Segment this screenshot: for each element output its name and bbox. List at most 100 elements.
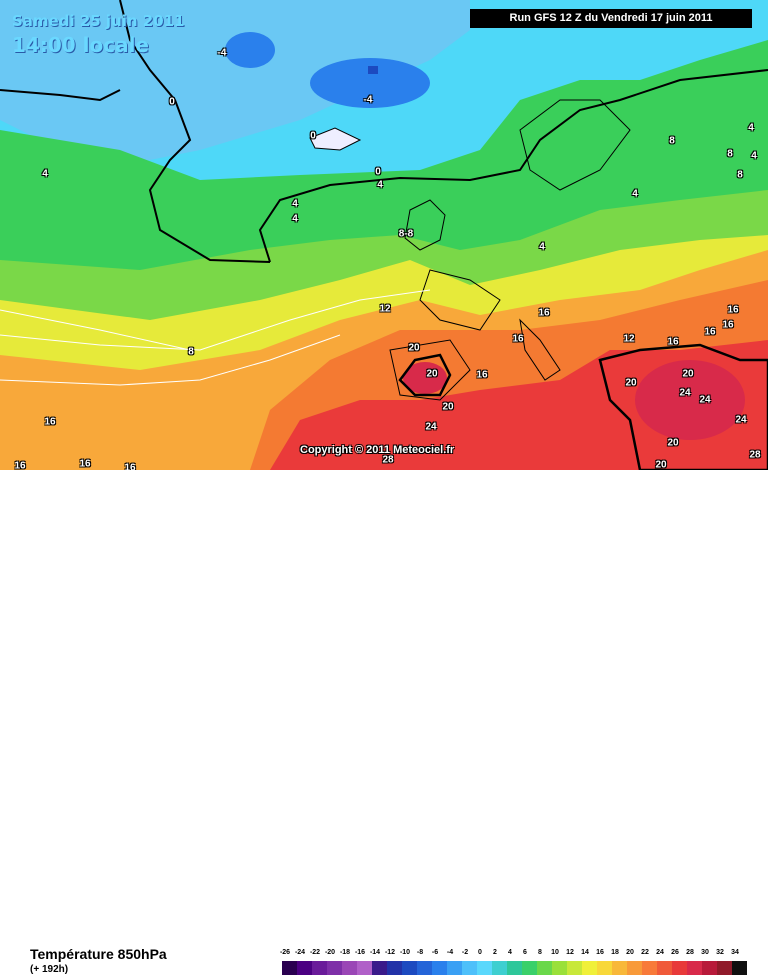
scale-swatch (372, 961, 387, 975)
scale-swatch (642, 961, 657, 975)
scale-swatch (507, 961, 522, 975)
italy-outline (519, 318, 561, 381)
isotherm-label: 4 (632, 188, 638, 200)
scale-tick: 24 (656, 949, 664, 956)
scale-tick: -14 (369, 949, 381, 956)
isotherm-label: 16 (722, 319, 734, 331)
scale-swatch (537, 961, 552, 975)
run-info: Run GFS 12 Z du Vendredi 17 juin 2011 (470, 9, 752, 28)
scale-tick: -8 (416, 949, 424, 956)
scale-swatch (702, 961, 717, 975)
scale-swatch (417, 961, 432, 975)
scale-tick: 22 (641, 949, 649, 956)
isotherm-0 (258, 69, 768, 263)
map-canvas (0, 0, 768, 470)
isotherm-label: 0 (169, 96, 175, 108)
scale-swatch (282, 961, 297, 975)
isotherm-16 (0, 334, 341, 386)
isotherm-label: 24 (679, 387, 691, 399)
scale-tick: -4 (446, 949, 454, 956)
scale-swatches (282, 961, 747, 975)
isotherm-label: 16 (704, 326, 716, 338)
temperature-map: Samedi 25 juin 2011 14:00 locale Run GFS… (0, 0, 768, 470)
iberia-outline (389, 339, 471, 401)
scale-swatch (732, 961, 747, 975)
scale-swatch (567, 961, 582, 975)
scale-tick: 30 (701, 949, 709, 956)
scale-tick: -18 (339, 949, 351, 956)
scale-swatch (492, 961, 507, 975)
isotherm-label: 4 (292, 198, 298, 210)
scale-tick: 26 (671, 949, 679, 956)
color-scale: -26 -24 -22 -20 -18 -16 -14 -12 -10 -8 -6 -4 -2 0 2 4 6 8… (280, 949, 752, 979)
isotherm-label: 8 (737, 169, 743, 181)
isotherm-label: 24 (699, 394, 711, 406)
isotherm-label: 20 (655, 459, 667, 471)
isotherm-label: 4 (748, 122, 754, 134)
iceland-outline (309, 127, 362, 151)
scale-tick: -2 (461, 949, 469, 956)
isotherm-label: 4 (751, 150, 757, 162)
scale-swatch (522, 961, 537, 975)
scale-swatch (597, 961, 612, 975)
scale-swatch (717, 961, 732, 975)
isotherm-label: 16 (79, 458, 91, 470)
scale-swatch (672, 961, 687, 975)
scale-swatch (342, 961, 357, 975)
isotherm-label: 28 (382, 454, 394, 466)
scale-swatch (462, 961, 477, 975)
isotherm-label: 16 (14, 460, 26, 471)
scale-swatch (687, 961, 702, 975)
scale-tick: -16 (354, 949, 366, 956)
scale-tick: -24 (294, 949, 306, 956)
scale-tick: 12 (566, 949, 574, 956)
isotherm-label: -4 (363, 94, 373, 106)
cool-zone-northwest (0, 0, 470, 160)
hot-pocket-balkans (635, 360, 745, 440)
isotherm-12 (0, 289, 431, 351)
isotherm-label: 28 (749, 449, 761, 461)
greenland-coast (119, 0, 271, 263)
isotherm-label: 24 (425, 421, 437, 433)
hot-pocket-iberia (403, 362, 447, 394)
isotherm-label: 8 (669, 135, 675, 147)
legend-footer: Température 850hPa (+ 192h) -26 -24 -22 -20… (0, 470, 768, 975)
scale-swatch (612, 961, 627, 975)
isotherm-20-east (598, 343, 768, 470)
scale-swatch (357, 961, 372, 975)
isotherm-label: 20 (682, 368, 694, 380)
isotherm-label: 16 (667, 336, 679, 348)
variable-title: Température 850hPa (30, 946, 167, 962)
isotherm-label: 20 (667, 437, 679, 449)
scale-swatch (402, 961, 417, 975)
scale-swatch (657, 961, 672, 975)
isotherm-label: 0 (310, 130, 316, 142)
copyright: Copyright © 2011 Meteociel.fr (300, 444, 455, 456)
scale-tick: 10 (551, 949, 559, 956)
scale-tick: 0 (478, 949, 482, 956)
scale-tick: -6 (431, 949, 439, 956)
british-isles (404, 199, 446, 251)
scale-tick: 32 (716, 949, 724, 956)
isotherm-label: 20 (426, 368, 438, 380)
forecast-date: Samedi 25 juin 2011 (12, 12, 185, 30)
scale-tick: 20 (626, 949, 634, 956)
canada-coast (0, 89, 121, 102)
cold-core (368, 66, 378, 74)
isotherm-label: 16 (727, 304, 739, 316)
isotherm-label: 8 (727, 148, 733, 160)
scale-tick: 6 (523, 949, 527, 956)
scale-tick: -12 (384, 949, 396, 956)
scale-swatch (387, 961, 402, 975)
scale-swatch (312, 961, 327, 975)
isotherm-label: 20 (442, 401, 454, 413)
isotherm-label: 4 (377, 179, 383, 191)
france-outline (419, 269, 501, 331)
scale-tick: -10 (399, 949, 411, 956)
scale-tick: 28 (686, 949, 694, 956)
scale-swatch (582, 961, 597, 975)
isotherm-label: 4 (292, 213, 298, 225)
isotherm-label: 16 (512, 333, 524, 345)
isotherm-label: 16 (476, 369, 488, 381)
isotherm-label: 16 (124, 462, 136, 471)
